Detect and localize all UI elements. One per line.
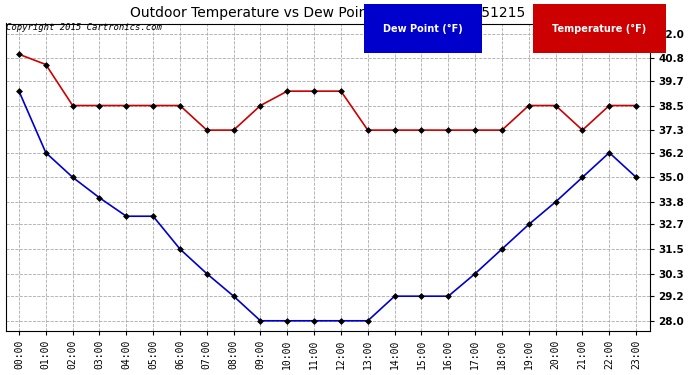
Text: Temperature (°F): Temperature (°F) bbox=[552, 24, 647, 34]
Title: Outdoor Temperature vs Dew Point (24 Hours) 20151215: Outdoor Temperature vs Dew Point (24 Hou… bbox=[130, 6, 525, 20]
Text: Copyright 2015 Cartronics.com: Copyright 2015 Cartronics.com bbox=[6, 24, 161, 33]
Text: Dew Point (°F): Dew Point (°F) bbox=[383, 24, 463, 34]
